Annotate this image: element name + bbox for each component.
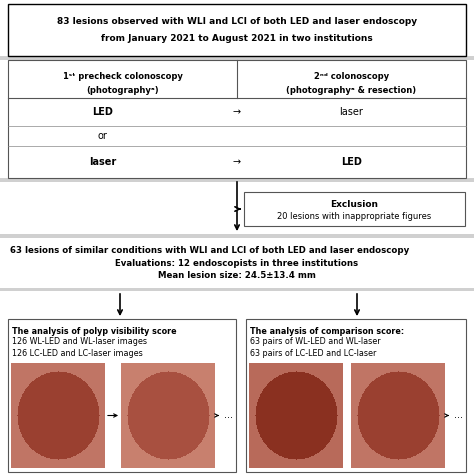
Text: laser: laser [339, 107, 364, 117]
Text: ...: ... [454, 410, 463, 420]
Bar [8, 60, 466, 178]
Text: 63 pairs of LC-LED and LC-laser: 63 pairs of LC-LED and LC-laser [250, 348, 376, 357]
Text: LED: LED [341, 157, 362, 167]
Text: (photographyᵃ): (photographyᵃ) [86, 85, 159, 94]
Bar [0, 234, 474, 238]
Text: 126 WL-LED and WL-laser images: 126 WL-LED and WL-laser images [12, 337, 147, 346]
Text: The analysis of polyp visibility score: The analysis of polyp visibility score [12, 327, 177, 336]
Text: →: → [233, 157, 241, 167]
Text: 2ⁿᵈ colonoscopy: 2ⁿᵈ colonoscopy [314, 72, 389, 81]
Text: 63 lesions of similar conditions with WLI and LCI of both LED and laser endoscop: 63 lesions of similar conditions with WL… [10, 246, 409, 255]
Text: Mean lesion size: 24.5±13.4 mm: Mean lesion size: 24.5±13.4 mm [158, 272, 316, 281]
Text: →: → [233, 107, 241, 117]
Text: 1ˢᵗ precheck colonoscopy: 1ˢᵗ precheck colonoscopy [63, 72, 182, 81]
Text: 63 pairs of WL-LED and WL-laser: 63 pairs of WL-LED and WL-laser [250, 337, 381, 346]
Bar [8, 319, 236, 472]
Text: laser: laser [89, 157, 116, 167]
Text: or: or [98, 131, 108, 141]
Bar [8, 4, 466, 56]
Bar [0, 56, 474, 60]
Text: from January 2021 to August 2021 in two institutions: from January 2021 to August 2021 in two … [101, 34, 373, 43]
Bar [0, 288, 474, 291]
Text: Evaluations: 12 endoscopists in three institutions: Evaluations: 12 endoscopists in three in… [116, 258, 358, 267]
Text: 20 lesions with inappropriate figures: 20 lesions with inappropriate figures [277, 211, 432, 220]
Bar [244, 192, 465, 226]
Bar [0, 178, 474, 182]
Text: 83 lesions observed with WLI and LCI of both LED and laser endoscopy: 83 lesions observed with WLI and LCI of … [57, 17, 417, 26]
Text: Exclusion: Exclusion [330, 200, 379, 209]
Text: 126 LC-LED and LC-laser images: 126 LC-LED and LC-laser images [12, 348, 143, 357]
Text: LED: LED [92, 107, 113, 117]
Text: (photographyᵃ & resection): (photographyᵃ & resection) [286, 85, 417, 94]
Text: ...: ... [224, 410, 233, 420]
Bar [246, 319, 466, 472]
Text: The analysis of comparison score:: The analysis of comparison score: [250, 327, 404, 336]
